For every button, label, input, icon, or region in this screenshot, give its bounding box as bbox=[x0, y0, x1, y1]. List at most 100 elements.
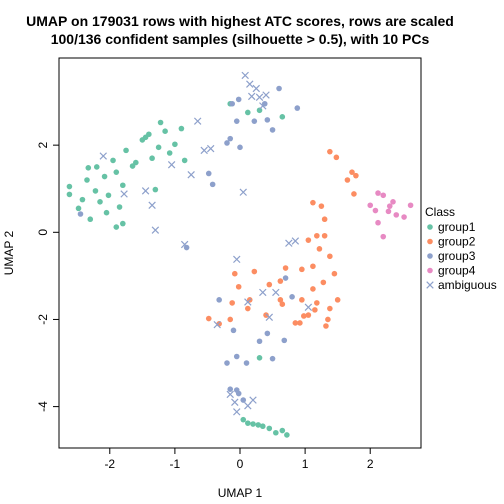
point-ambiguous bbox=[262, 91, 270, 99]
point-group3 bbox=[251, 118, 258, 124]
point-ambiguous bbox=[272, 288, 280, 297]
point-group2 bbox=[245, 305, 251, 312]
point-ambiguous bbox=[120, 190, 128, 198]
y-tick-label: 2 bbox=[36, 141, 50, 148]
point-group2 bbox=[305, 237, 312, 243]
point-group1 bbox=[123, 147, 129, 154]
point-ambiguous bbox=[167, 161, 176, 169]
point-group3 bbox=[269, 355, 276, 362]
point-ambiguous bbox=[213, 320, 221, 329]
point-group1 bbox=[245, 420, 251, 426]
point-group3 bbox=[227, 135, 234, 142]
point-group1 bbox=[162, 128, 168, 135]
point-ambiguous bbox=[252, 84, 261, 93]
point-group2 bbox=[327, 253, 333, 260]
point-group1 bbox=[155, 144, 162, 151]
point-group1 bbox=[116, 204, 123, 210]
point-group3 bbox=[281, 337, 288, 344]
point-group3 bbox=[264, 117, 271, 123]
point-group2 bbox=[334, 297, 341, 303]
point-group1 bbox=[149, 155, 155, 162]
point-group1 bbox=[110, 157, 116, 164]
point-group4 bbox=[393, 212, 400, 218]
point-group2 bbox=[205, 315, 212, 322]
point-group3 bbox=[269, 127, 276, 133]
point-ambiguous bbox=[239, 188, 247, 196]
legend-marker-group3 bbox=[427, 253, 433, 259]
point-group4 bbox=[380, 233, 387, 240]
point-group1 bbox=[279, 114, 286, 120]
point-group3 bbox=[282, 275, 289, 281]
legend-label-ambiguous: ambiguous bbox=[438, 278, 497, 292]
point-ambiguous bbox=[247, 92, 256, 101]
point-group1 bbox=[66, 183, 73, 190]
point-group1 bbox=[93, 164, 100, 170]
point-group2 bbox=[327, 148, 333, 155]
point-ambiguous bbox=[259, 102, 267, 110]
point-group3 bbox=[276, 85, 282, 92]
point-group3 bbox=[227, 386, 234, 392]
point-group2 bbox=[279, 301, 286, 308]
legend-marker-group2 bbox=[427, 238, 433, 245]
chart-title: UMAP on 179031 rows with highest ATC sco… bbox=[26, 13, 454, 29]
point-ambiguous bbox=[148, 201, 156, 210]
point-group2 bbox=[314, 232, 320, 239]
point-group4 bbox=[380, 192, 387, 199]
chart-subtitle: 100/136 confident samples (silhouette > … bbox=[51, 31, 430, 47]
point-group1 bbox=[152, 186, 159, 193]
point-group4 bbox=[390, 198, 396, 205]
point-group2 bbox=[351, 191, 357, 197]
y-tick-label: -2 bbox=[36, 314, 50, 325]
point-ambiguous bbox=[265, 313, 274, 321]
legend-label-group2: group2 bbox=[438, 235, 476, 249]
point-group1 bbox=[105, 192, 112, 199]
point-group3 bbox=[233, 118, 240, 124]
point-ambiguous bbox=[99, 152, 107, 160]
point-ambiguous bbox=[255, 93, 264, 101]
point-group1 bbox=[245, 109, 251, 116]
legend-label-group4: group4 bbox=[438, 264, 476, 278]
point-group3 bbox=[256, 338, 263, 345]
point-group2 bbox=[320, 279, 327, 286]
point-group1 bbox=[157, 119, 164, 126]
point-group1 bbox=[92, 188, 99, 194]
point-group2 bbox=[216, 321, 222, 327]
point-group3 bbox=[264, 330, 271, 337]
point-group2 bbox=[235, 283, 242, 290]
point-group1 bbox=[113, 224, 120, 230]
point-group3 bbox=[224, 360, 230, 366]
point-group3 bbox=[229, 100, 235, 107]
point-group2 bbox=[333, 154, 340, 161]
point-group2 bbox=[266, 281, 273, 288]
point-group2 bbox=[327, 305, 333, 312]
point-group1 bbox=[85, 165, 92, 171]
point-group3 bbox=[209, 181, 216, 188]
point-group3 bbox=[235, 390, 242, 397]
point-group4 bbox=[401, 214, 407, 220]
legend-label-group3: group3 bbox=[438, 249, 476, 263]
point-ambiguous bbox=[206, 144, 215, 153]
x-tick-label: 0 bbox=[237, 457, 244, 471]
y-axis-label: UMAP 2 bbox=[2, 230, 16, 275]
point-group4 bbox=[375, 219, 381, 226]
point-ambiguous bbox=[151, 226, 160, 234]
point-group2 bbox=[344, 177, 351, 183]
point-group1 bbox=[181, 157, 188, 164]
point-group3 bbox=[224, 140, 230, 146]
x-tick-label: 2 bbox=[367, 457, 374, 471]
point-group1 bbox=[178, 125, 185, 132]
point-group1 bbox=[120, 220, 126, 227]
point-group1 bbox=[75, 205, 82, 212]
plot-area-border bbox=[58, 57, 422, 449]
point-group2 bbox=[263, 312, 269, 318]
point-group4 bbox=[407, 202, 414, 209]
point-group1 bbox=[97, 198, 103, 205]
point-ambiguous bbox=[231, 398, 239, 406]
point-group1 bbox=[66, 191, 73, 198]
point-group3 bbox=[216, 297, 222, 303]
point-group4 bbox=[386, 203, 393, 209]
point-group2 bbox=[229, 300, 235, 306]
point-group1 bbox=[101, 173, 108, 180]
point-ambiguous bbox=[200, 146, 208, 155]
